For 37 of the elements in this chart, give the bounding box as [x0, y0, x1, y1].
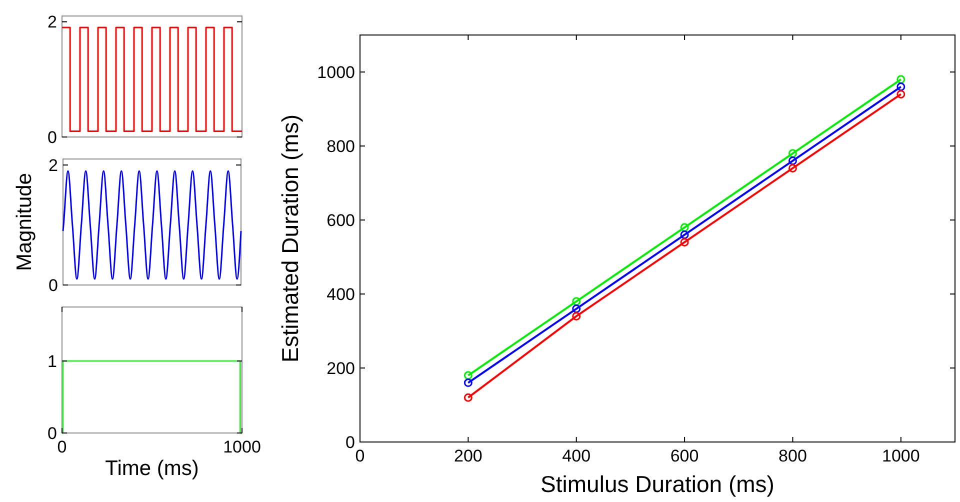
point	[572, 312, 581, 320]
y-axis-title: Magnitude	[13, 172, 36, 272]
y-tick-label: 200	[326, 358, 355, 378]
y-tick-label: 0	[48, 424, 57, 443]
x-tick-label: 600	[670, 446, 699, 466]
y-tick-label: 2	[48, 12, 57, 32]
point	[896, 90, 906, 98]
y-tick-label: 1000	[317, 62, 355, 82]
y-tick-label: 2	[48, 156, 58, 175]
y-tick-label: 1	[48, 352, 57, 371]
y-tick-label: 600	[326, 210, 355, 230]
y-tick-label: 400	[326, 284, 355, 304]
x-tick-label: 1000	[223, 438, 261, 457]
y-tick-label: 800	[326, 136, 355, 156]
point	[464, 371, 472, 380]
point	[896, 75, 906, 84]
x-axis-title: Time (ms)	[105, 457, 199, 480]
y-tick-label: 0	[48, 276, 58, 295]
point	[572, 297, 581, 306]
point	[464, 378, 472, 388]
y-tick-label: 0	[48, 128, 57, 147]
point	[896, 82, 906, 92]
line-series	[62, 170, 242, 280]
point	[680, 223, 689, 232]
x-tick-label: 200	[454, 446, 482, 466]
x-tick-label: 400	[562, 446, 591, 466]
x-axis-title: Stimulus Duration (ms)	[540, 471, 774, 497]
x-tick-label: 800	[778, 446, 807, 466]
y-axis-title: Estimated Duration (ms)	[277, 114, 303, 362]
point	[464, 393, 472, 402]
point	[788, 164, 797, 172]
point	[680, 230, 689, 240]
point	[788, 149, 797, 158]
point	[788, 156, 797, 166]
point	[680, 238, 689, 246]
x-tick-label: 1000	[882, 446, 920, 466]
point	[572, 304, 581, 314]
